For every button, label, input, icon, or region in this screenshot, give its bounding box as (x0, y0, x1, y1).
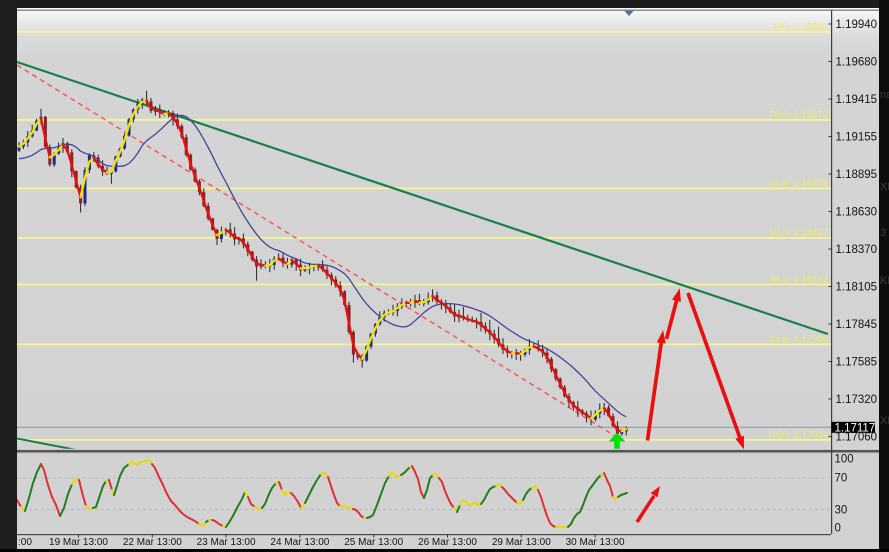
svg-text:XE: XE (880, 181, 889, 193)
svg-text:XE: XE (880, 415, 889, 427)
svg-text:1.18105: 1.18105 (836, 282, 878, 294)
svg-text:1.19415: 1.19415 (836, 94, 878, 106)
svg-text:23 Mar 13:00: 23 Mar 13:00 (197, 537, 256, 548)
svg-text:na: na (880, 89, 889, 101)
svg-text:25 Mar 13:00: 25 Mar 13:00 (344, 537, 403, 548)
svg-text:1.17117: 1.17117 (835, 422, 876, 434)
svg-text:1.17060: 1.17060 (836, 432, 878, 444)
svg-text:78.6- 1.19272: 78.6- 1.19272 (769, 110, 828, 121)
svg-text:30: 30 (835, 505, 848, 517)
svg-text:3: 3 (880, 227, 886, 239)
svg-text:30 Mar 13:00: 30 Mar 13:00 (566, 537, 625, 548)
svg-text:100: 100 (835, 454, 854, 466)
svg-text:1.19940: 1.19940 (836, 19, 878, 31)
svg-text:22 Mar 13:00: 22 Mar 13:00 (123, 537, 182, 548)
svg-text:23.6- 1.17706: 23.6- 1.17706 (769, 334, 828, 345)
svg-text:1.18895: 1.18895 (836, 169, 878, 181)
svg-text:61.8- 1.18793: 61.8- 1.18793 (769, 178, 828, 189)
svg-text:29 Mar 13:00: 29 Mar 13:00 (492, 537, 551, 548)
svg-text:1.17845: 1.17845 (836, 319, 878, 331)
svg-text:70: 70 (835, 473, 848, 485)
svg-text:26 Mar 13:00: 26 Mar 13:00 (418, 537, 477, 548)
svg-text:19 Mar 13:00: 19 Mar 13:00 (49, 537, 108, 548)
svg-text:1.19155: 1.19155 (836, 132, 878, 144)
svg-text:1.19680: 1.19680 (836, 57, 878, 69)
svg-text:38.2- 1.18122: 38.2- 1.18122 (769, 274, 828, 285)
svg-text:1.18630: 1.18630 (836, 207, 878, 219)
svg-text:50.0- 1.18457: 50.0- 1.18457 (769, 228, 828, 239)
svg-text:1.17320: 1.17320 (836, 394, 878, 406)
svg-text:0.00- 1.17034: 0.00- 1.17034 (769, 430, 828, 441)
svg-text:1.18370: 1.18370 (836, 244, 878, 256)
svg-text:KE: KE (880, 275, 889, 287)
svg-text::00: :00 (18, 537, 32, 548)
svg-text:100- 1.19881: 100- 1.19881 (772, 22, 828, 33)
svg-text:24 Mar 13:00: 24 Mar 13:00 (270, 537, 329, 548)
svg-text:0: 0 (835, 523, 841, 535)
svg-text:1.17585: 1.17585 (836, 357, 878, 369)
